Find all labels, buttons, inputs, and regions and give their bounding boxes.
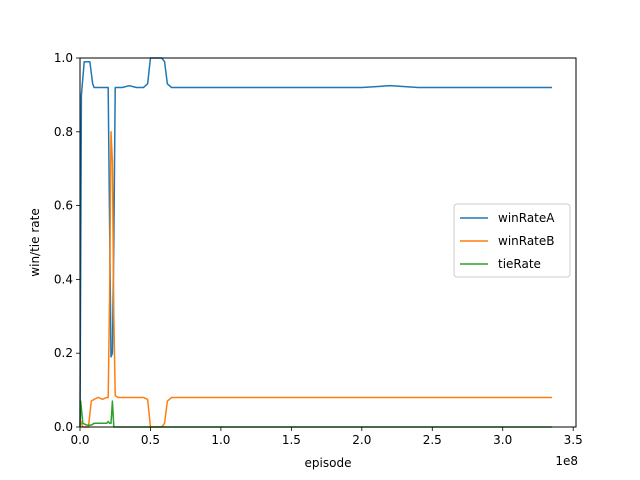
legend-label-winRateB: winRateB [498,234,555,248]
series-line-winRateA [79,57,553,428]
x-tick-label: 2.0 [352,433,371,447]
x-tick-label: 3.0 [493,433,512,447]
legend-label-winRateA: winRateA [498,211,555,225]
y-tick-label: 0.4 [54,272,73,286]
x-tick-label: 1.0 [211,433,230,447]
y-axis-label: win/tie rate [28,208,42,276]
plot-frame [79,57,577,428]
x-tick-label: 3.5 [564,433,583,447]
x-tick-label: 2.5 [423,433,442,447]
series-line-winRateB [79,131,553,428]
legend-box [453,203,571,278]
x-axis-scale-label: 1e8 [555,454,578,468]
x-tick-label: 0.0 [70,433,89,447]
y-tick-label: 0.2 [54,346,73,360]
y-axis-ticks: 0.0 0.2 0.4 0.6 0.8 1.0 [54,51,80,434]
legend: winRateA winRateB tieRate [453,203,571,278]
y-tick-label: 1.0 [54,51,73,65]
y-tick-label: 0.0 [54,420,73,434]
x-tick-label: 1.5 [282,433,301,447]
x-tick-label: 0.5 [141,433,160,447]
y-tick-label: 0.8 [54,125,73,139]
x-axis-label: episode [305,456,352,470]
x-axis-ticks: 0.0 0.5 1.0 1.5 2.0 2.5 3.0 3.5 [70,427,583,447]
legend-label-tieRate: tieRate [498,257,541,271]
y-tick-label: 0.6 [54,199,73,213]
